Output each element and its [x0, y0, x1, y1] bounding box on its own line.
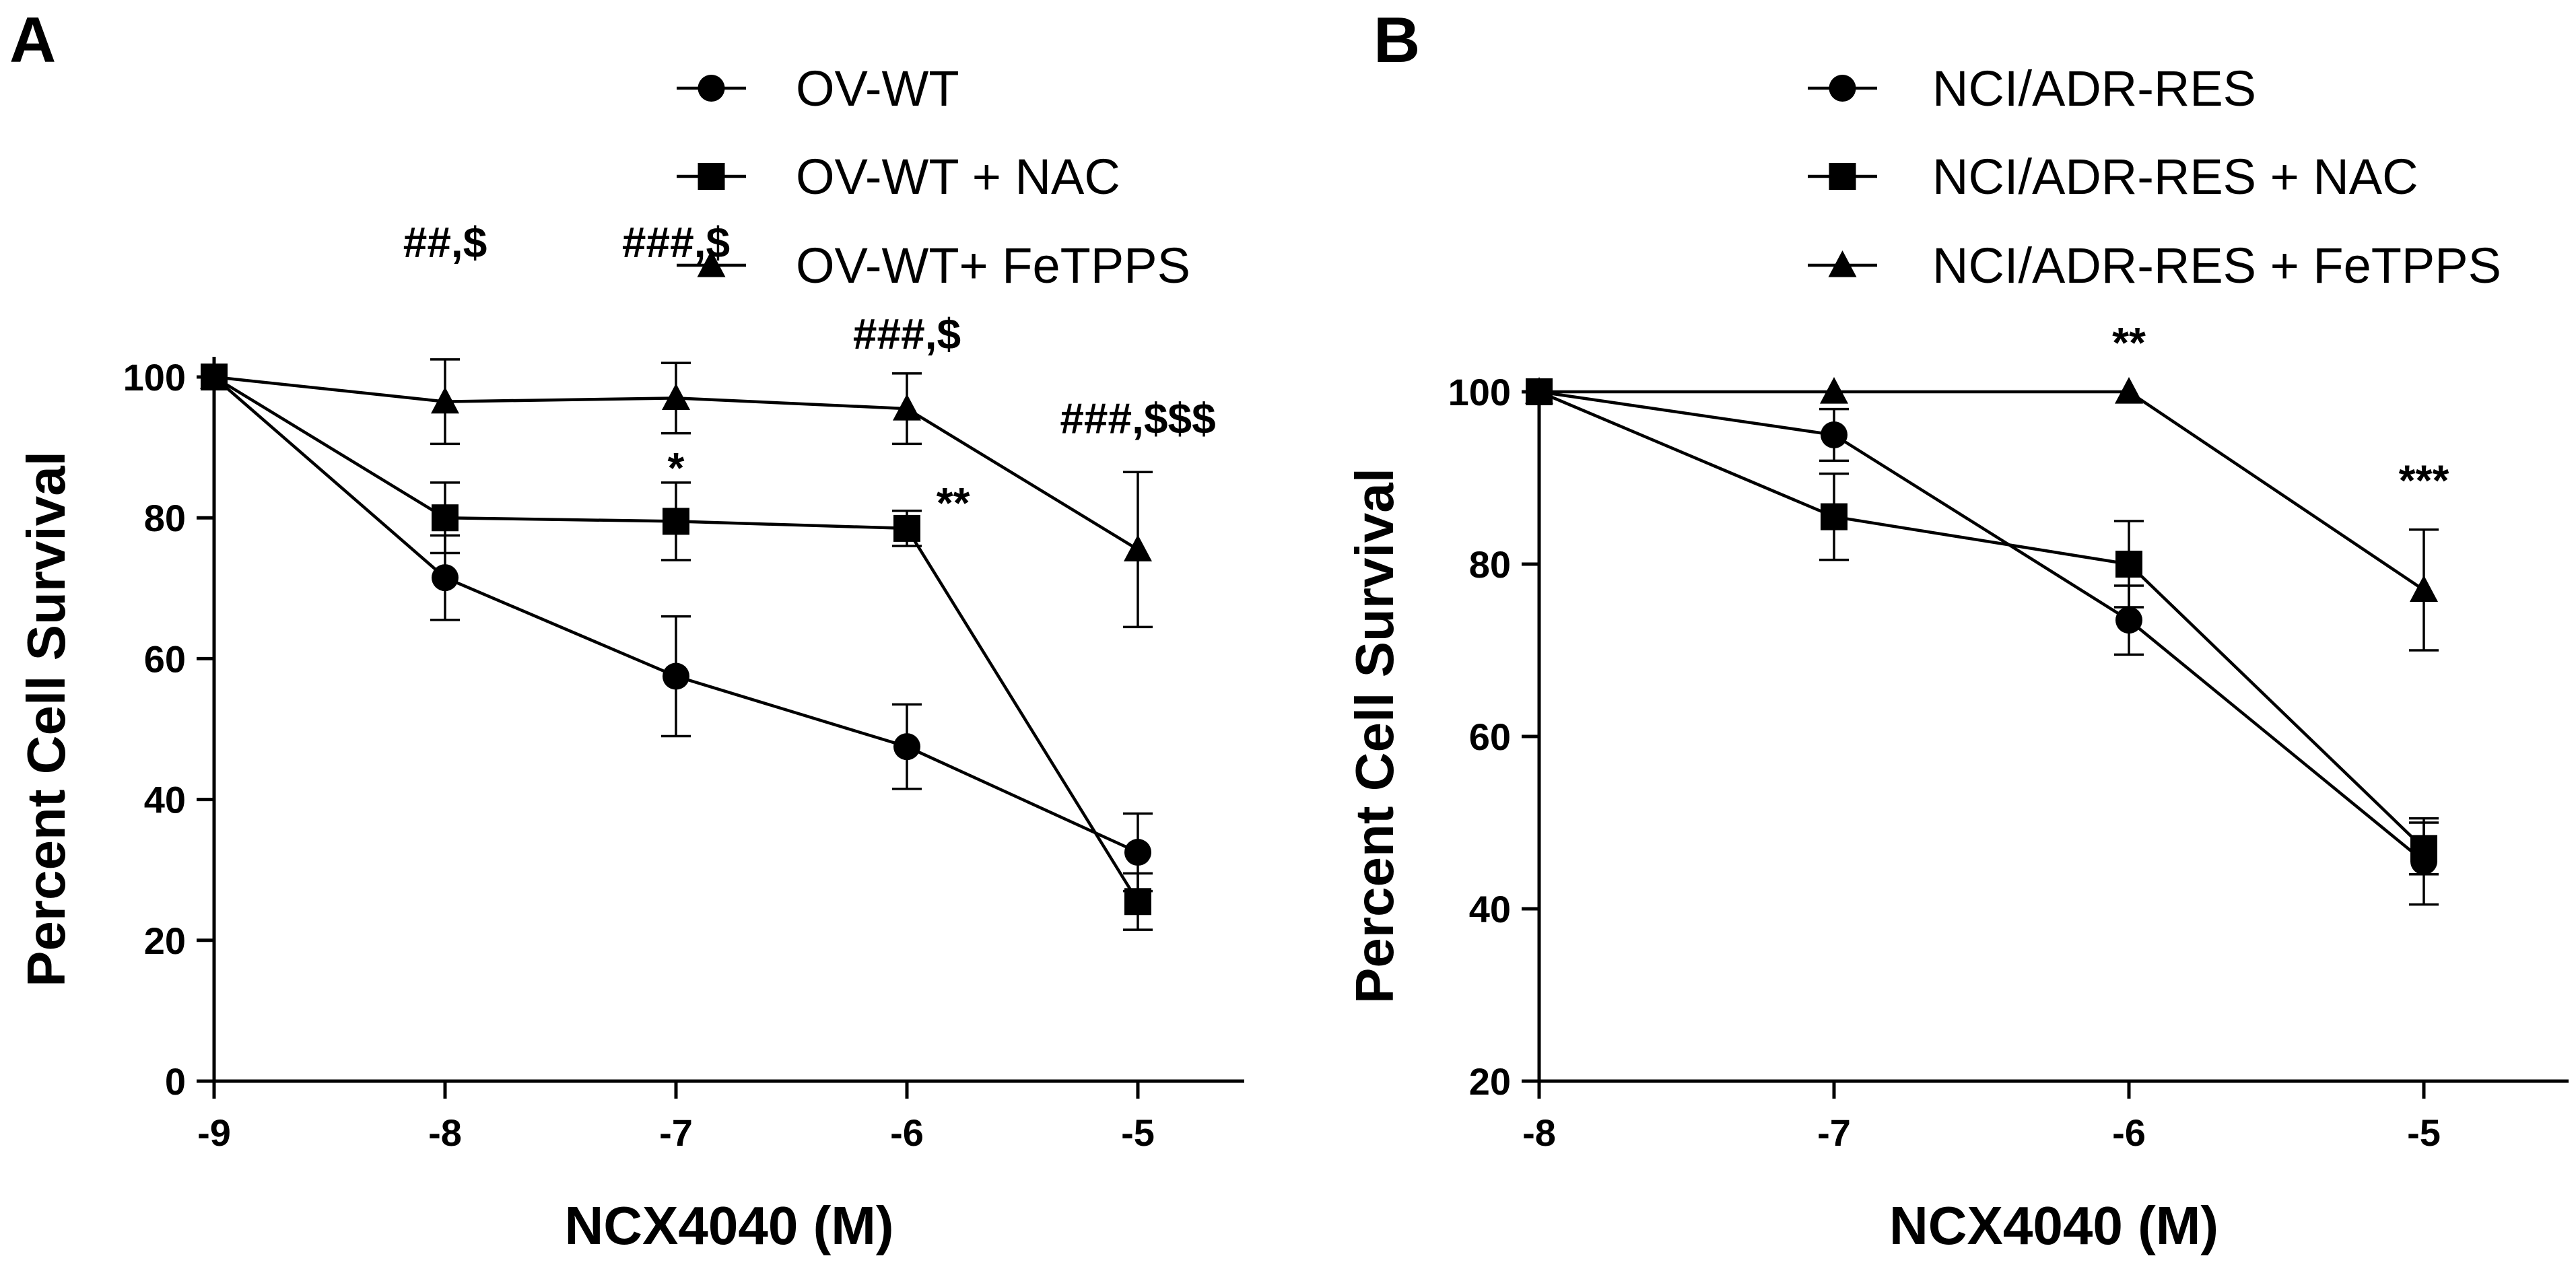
chart-a: 0 20 40 60 80 100 -9 -8 -7 -6 -5 Percent Cell Survi…: [16, 61, 1244, 1255]
x-axis-title-b: NCX4040 (M): [1889, 1196, 2218, 1255]
y-tick-label-b: 80: [1469, 543, 1511, 586]
legend-marker-triangle-a: [697, 250, 726, 277]
legend-entry-b-0: NCI/ADR-RES: [1808, 61, 2256, 116]
data-point-square-a: [893, 514, 920, 542]
data-point-triangle-b: [2410, 575, 2438, 602]
x-tick-label-a: -5: [1121, 1111, 1155, 1154]
x-tick-label-b: -7: [1817, 1111, 1851, 1154]
data-point-circle-a: [893, 733, 920, 761]
y-tick-label-a: 100: [123, 356, 186, 399]
series-b-1: [1526, 378, 2439, 876]
data-point-circle-a: [663, 662, 689, 690]
x-tick-label-a: -8: [428, 1111, 462, 1154]
x-tick-label-b: -5: [2407, 1111, 2441, 1154]
y-tick-label-a: 40: [144, 779, 186, 821]
series-a-2: [200, 358, 1153, 629]
y-tick-label-a: 0: [165, 1060, 186, 1103]
significance-label-a: ###,$$$: [1060, 394, 1215, 443]
data-point-square-a: [663, 508, 689, 535]
y-axis-title-b: Percent Cell Survival: [1345, 468, 1404, 1004]
legend-label-b: NCI/ADR-RES: [1932, 61, 2256, 116]
data-point-triangle-a: [1124, 535, 1152, 561]
significance-label-a: ###,$: [853, 310, 961, 358]
x-tick-label-a: -7: [659, 1111, 693, 1154]
y-axis-title-a: Percent Cell Survival: [16, 451, 76, 987]
significance-label-a: **: [937, 479, 970, 527]
x-tick-label-a: -6: [890, 1111, 924, 1154]
legend-entry-a-0: OV-WT: [677, 61, 959, 116]
legend-entry-b-2: NCI/ADR-RES + FeTPPS: [1808, 238, 2501, 294]
legend-entry-b-1: NCI/ADR-RES + NAC: [1808, 149, 2418, 205]
legend-label-a: OV-WT + NAC: [796, 149, 1120, 205]
significance-label-a: ###,$: [622, 218, 730, 267]
data-point-triangle-a: [662, 383, 690, 410]
x-tick-label-b: -6: [2112, 1111, 2146, 1154]
series-a-0: [201, 364, 1153, 893]
data-point-square-a: [1124, 888, 1151, 916]
legend-entry-a-2: OV-WT+ FeTPPS: [677, 238, 1190, 294]
y-tick-label-b: 40: [1469, 888, 1511, 930]
x-tick-label-b: -8: [1522, 1111, 1556, 1154]
legend-label-b: NCI/ADR-RES + FeTPPS: [1932, 238, 2501, 294]
series-b-2: [1525, 377, 2439, 652]
significance-label-a: *: [668, 444, 685, 492]
significance-label-b: ***: [2399, 456, 2449, 505]
data-point-circle-b: [1821, 421, 1848, 448]
data-point-triangle-b: [1820, 377, 1848, 404]
y-tick-label-b: 60: [1469, 716, 1511, 758]
x-axis-title-a: NCX4040 (M): [564, 1196, 893, 1255]
data-point-circle-b: [2115, 607, 2142, 634]
data-point-circle-a: [432, 564, 459, 592]
legend-label-a: OV-WT: [796, 61, 959, 116]
legend-marker-square-b: [1829, 163, 1856, 190]
data-point-circle-a: [1124, 839, 1151, 866]
data-point-triangle-b: [1525, 377, 1553, 404]
legend-marker-triangle-b: [1828, 250, 1857, 277]
y-tick-label-a: 60: [144, 638, 186, 680]
data-point-triangle-a: [893, 394, 921, 421]
legend-marker-circle-a: [698, 75, 725, 102]
series-b-0: [1526, 378, 2439, 906]
y-tick-label-b: 20: [1469, 1060, 1511, 1103]
legend-marker-circle-b: [1829, 75, 1856, 102]
legend-entry-a-1: OV-WT + NAC: [677, 149, 1120, 205]
data-point-square-b: [2115, 551, 2142, 578]
y-tick-label-a: 80: [144, 497, 186, 539]
legend-marker-square-a: [698, 163, 725, 190]
x-tick-label-a: -9: [197, 1111, 231, 1154]
data-point-square-b: [2410, 835, 2437, 862]
panel-label-b: B: [1374, 4, 1420, 76]
data-point-triangle-a: [431, 386, 459, 414]
legend-label-a: OV-WT+ FeTPPS: [796, 238, 1190, 294]
legend-label-b: NCI/ADR-RES + NAC: [1932, 149, 2418, 205]
series-line-circle-b: [1538, 390, 2425, 863]
significance-label-a: ##,$: [403, 218, 487, 267]
series-line-triangle-b: [1539, 390, 2425, 592]
data-point-triangle-a: [200, 362, 228, 389]
data-point-square-a: [432, 504, 459, 532]
data-point-triangle-b: [2115, 377, 2143, 404]
significance-label-b: **: [2112, 318, 2146, 367]
y-tick-label-b: 100: [1448, 371, 1511, 413]
chart-b: 20 40 60 80 100 -8 -7 -6 -5 Percent Cell Survival…: [1345, 61, 2569, 1255]
panel-label-a: A: [9, 4, 56, 76]
y-tick-label-a: 20: [144, 920, 186, 962]
data-point-square-b: [1821, 503, 1848, 530]
series-line-square-b: [1538, 390, 2425, 850]
